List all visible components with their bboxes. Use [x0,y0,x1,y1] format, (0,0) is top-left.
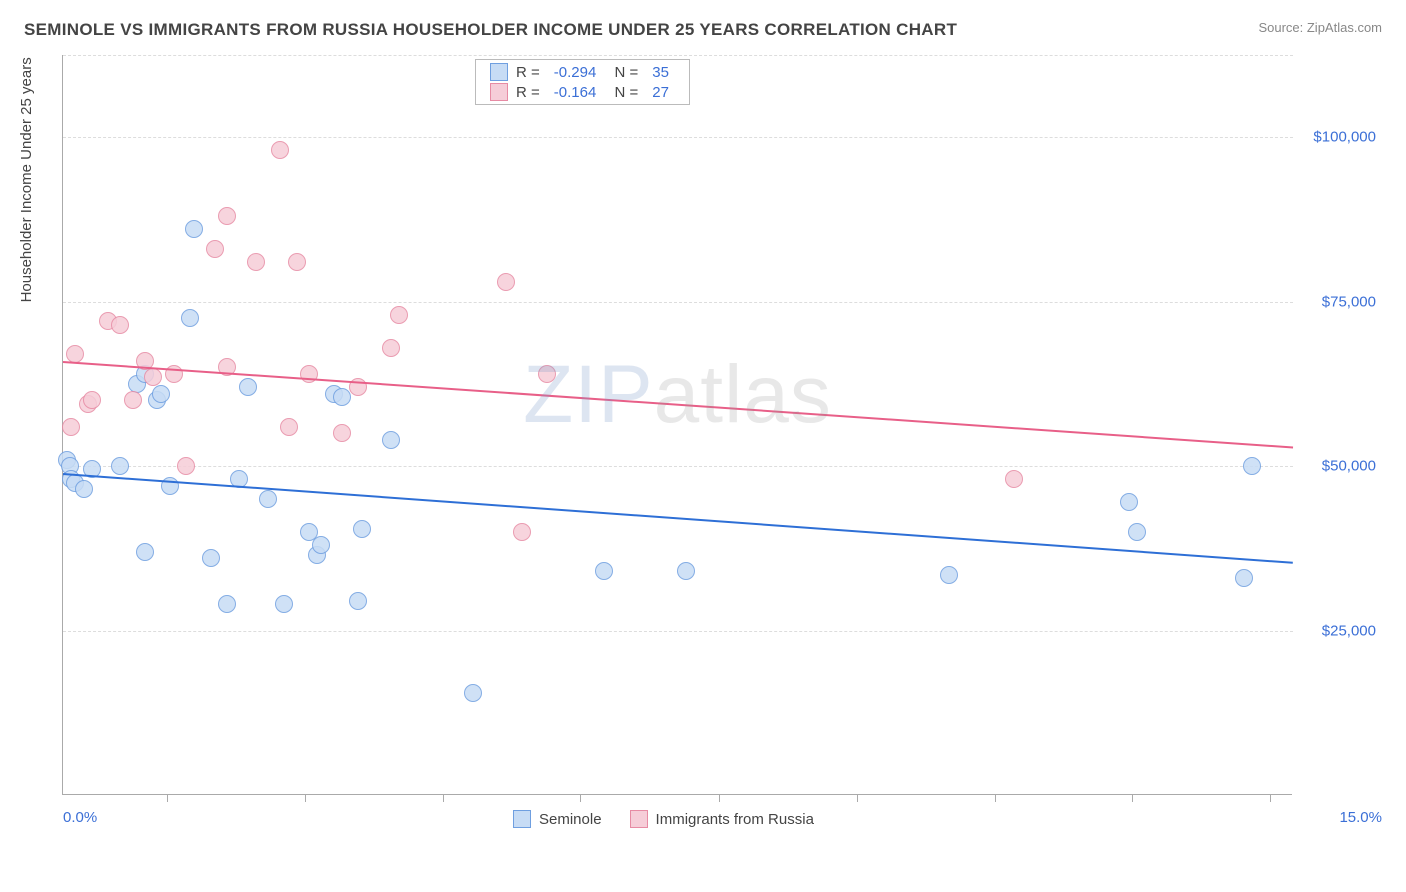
x-tick [580,794,581,802]
data-point [1235,569,1253,587]
data-point [1120,493,1138,511]
x-tick [1270,794,1271,802]
data-point [259,490,277,508]
gridline [63,137,1293,138]
y-axis-label: $25,000 [1296,622,1376,639]
x-tick [1132,794,1133,802]
chart-header: SEMINOLE VS IMMIGRANTS FROM RUSSIA HOUSE… [0,0,1406,46]
gridline [63,55,1293,56]
plot-area: ZIPatlas R =-0.294 N =35R =-0.164 N =27 … [62,55,1292,795]
data-point [111,457,129,475]
x-tick [305,794,306,802]
y-axis-label: $100,000 [1296,129,1376,146]
x-tick [443,794,444,802]
legend-swatch [513,810,531,828]
data-point [333,424,351,442]
gridline [63,302,1293,303]
data-point [940,566,958,584]
y-axis-title: Householder Income Under 25 years [18,57,35,302]
x-tick [995,794,996,802]
legend-swatch [630,810,648,828]
data-point [1243,457,1261,475]
r-value: -0.294 [554,64,597,81]
legend-label: Seminole [539,811,602,828]
data-point [218,595,236,613]
data-point [152,385,170,403]
correlation-legend: R = -0.294 N = 35 R = -0.164 N = 27 [475,59,690,105]
data-point [353,520,371,538]
data-point [177,457,195,475]
x-axis-min-label: 0.0% [63,809,97,826]
x-tick [857,794,858,802]
data-point [497,273,515,291]
data-point [185,220,203,238]
n-label: N = [610,84,638,101]
data-point [538,365,556,383]
data-point [239,378,257,396]
data-point [206,240,224,258]
n-label: N = [610,64,638,81]
series-legend: Seminole Immigrants from Russia [513,810,814,828]
data-point [349,592,367,610]
legend-swatch [490,63,508,81]
x-tick [719,794,720,802]
n-value: 35 [652,64,669,81]
r-label: R = [516,84,540,101]
r-value: -0.164 [554,84,597,101]
x-tick [167,794,168,802]
source-label: Source: ZipAtlas.com [1258,20,1382,35]
data-point [144,368,162,386]
watermark: ZIPatlas [523,348,832,442]
data-point [333,388,351,406]
y-axis-label: $50,000 [1296,458,1376,475]
data-point [136,543,154,561]
data-point [288,253,306,271]
chart-container: Householder Income Under 25 years ZIPatl… [62,55,1382,825]
r-label: R = [516,64,540,81]
data-point [464,684,482,702]
data-point [181,309,199,327]
data-point [595,562,613,580]
trend-line [63,473,1293,564]
y-axis-label: $75,000 [1296,293,1376,310]
data-point [111,316,129,334]
data-point [382,339,400,357]
legend-row: R = -0.164 N = 27 [476,82,689,102]
legend-item: Immigrants from Russia [630,810,814,828]
n-value: 27 [652,84,669,101]
legend-label: Immigrants from Russia [656,811,814,828]
data-point [312,536,330,554]
gridline [63,631,1293,632]
legend-item: Seminole [513,810,602,828]
data-point [83,391,101,409]
data-point [280,418,298,436]
trend-line [63,361,1293,449]
data-point [382,431,400,449]
legend-row: R = -0.294 N = 35 [476,62,689,82]
data-point [247,253,265,271]
legend-swatch [490,83,508,101]
x-axis-max-label: 15.0% [1339,809,1382,826]
data-point [62,418,80,436]
chart-title: SEMINOLE VS IMMIGRANTS FROM RUSSIA HOUSE… [24,20,957,40]
data-point [124,391,142,409]
gridline [63,466,1293,467]
data-point [218,207,236,225]
data-point [677,562,695,580]
data-point [513,523,531,541]
data-point [202,549,220,567]
data-point [1128,523,1146,541]
data-point [75,480,93,498]
data-point [271,141,289,159]
data-point [275,595,293,613]
data-point [390,306,408,324]
data-point [1005,470,1023,488]
